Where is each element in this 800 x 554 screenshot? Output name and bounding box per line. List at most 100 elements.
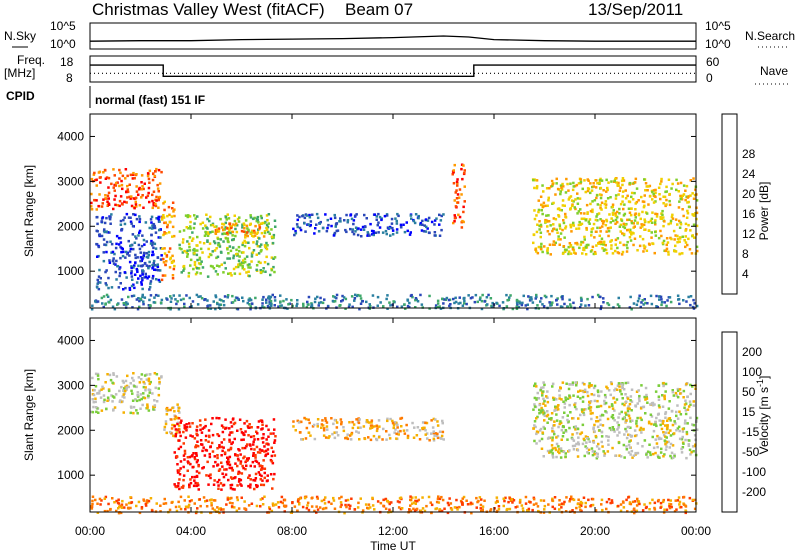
power-cell [539, 235, 542, 239]
power-cell [582, 217, 586, 220]
power-cell [199, 272, 202, 275]
power-cell [611, 203, 615, 206]
power-cell [598, 179, 602, 182]
power-cell [227, 272, 230, 275]
power-cell [355, 213, 358, 216]
power-cell [143, 261, 147, 265]
power-cell [598, 181, 601, 185]
power-cell [269, 295, 273, 299]
power-cell [610, 217, 613, 220]
xtick-label: 08:00 [277, 524, 307, 538]
velocity-cell [644, 398, 647, 401]
power-cbar-tick: 28 [742, 147, 756, 161]
power-cell [296, 214, 299, 217]
velocity-cell [684, 399, 687, 402]
power-cell [141, 271, 144, 275]
power-cell [155, 217, 158, 220]
power-cell [498, 304, 501, 308]
velocity-cell [646, 401, 649, 404]
velocity-cell [148, 382, 151, 386]
power-cell [616, 221, 619, 224]
power-cell [144, 275, 148, 278]
velocity-cell [481, 509, 484, 513]
velocity-cell [533, 403, 536, 406]
power-cell [362, 228, 366, 231]
power-cell [183, 305, 186, 309]
power-cell [586, 211, 589, 214]
power-cell [162, 214, 165, 217]
power-cell [341, 294, 344, 298]
velocity-cell [558, 508, 561, 511]
velocity-cell [670, 410, 674, 413]
power-cell [162, 257, 165, 261]
power-cell [140, 174, 144, 177]
power-cell [559, 232, 563, 235]
power-cell [125, 190, 128, 194]
power-cell [253, 234, 257, 237]
velocity-cell [601, 445, 604, 448]
velocity-cell [578, 505, 581, 509]
power-cell [170, 215, 174, 218]
freq-tick-top: 18 [60, 55, 74, 69]
velocity-cell [222, 438, 226, 441]
power-cell [461, 177, 464, 181]
power-cell [211, 223, 215, 227]
power-cell [219, 303, 223, 306]
power-cell [181, 251, 185, 254]
power-cell [212, 240, 216, 243]
power-cell [344, 297, 348, 301]
velocity-cell [616, 384, 620, 387]
power-cell [636, 221, 639, 224]
power-cell [124, 168, 128, 171]
power-cell [637, 297, 641, 300]
power-cell [569, 225, 573, 229]
velocity-cell [670, 451, 674, 455]
velocity-cell [152, 408, 155, 411]
power-cell [599, 307, 602, 311]
velocity-cell [175, 485, 178, 489]
power-cell [695, 232, 698, 236]
velocity-cell [602, 450, 605, 453]
velocity-cell [661, 405, 665, 408]
power-cell [539, 223, 543, 227]
power-cell [253, 216, 256, 220]
power-cell [383, 214, 387, 218]
velocity-cell [581, 400, 585, 403]
velocity-cell [409, 509, 413, 513]
power-cell [524, 304, 527, 307]
power-cell [153, 296, 156, 299]
power-cell [665, 198, 668, 202]
power-cell [614, 218, 618, 222]
power-cell [657, 236, 661, 240]
velocity-cell [111, 400, 114, 403]
power-cell [646, 189, 649, 192]
velocity-cell [366, 506, 369, 510]
velocity-ytick-label: 3000 [57, 378, 84, 392]
power-cell [317, 301, 321, 305]
velocity-cell [173, 451, 176, 454]
velocity-cell [255, 460, 259, 463]
power-cell [158, 228, 161, 232]
power-cell [96, 215, 99, 219]
power-cell [624, 197, 628, 200]
velocity-cell [655, 416, 658, 420]
power-cell [160, 278, 164, 282]
power-cell [613, 179, 616, 183]
velocity-cell [144, 389, 147, 392]
velocity-cell [643, 395, 646, 399]
power-cell [263, 244, 267, 247]
velocity-cell [137, 376, 141, 379]
power-cell [263, 231, 267, 235]
velocity-cell [271, 487, 274, 490]
power-cell [644, 189, 647, 192]
velocity-cell [148, 388, 152, 392]
power-cell [621, 177, 625, 180]
power-cell [299, 228, 303, 232]
velocity-cell [453, 506, 457, 509]
power-cell [366, 234, 369, 237]
velocity-cell [557, 425, 560, 429]
velocity-cell [157, 387, 160, 390]
power-cell [569, 195, 573, 198]
velocity-cell [299, 431, 302, 434]
power-cell [298, 215, 301, 219]
